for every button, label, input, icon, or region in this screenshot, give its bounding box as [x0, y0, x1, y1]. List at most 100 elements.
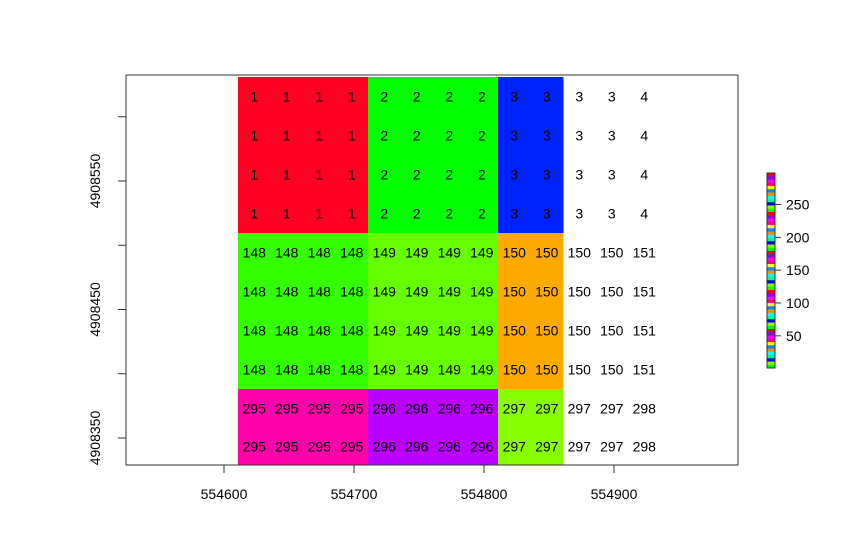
cell-value-label: 1 [283, 128, 291, 144]
cell-value-label: 149 [438, 323, 462, 339]
cell-value-label: 150 [600, 362, 624, 378]
heatmap-cell [335, 311, 369, 351]
cell-value-label: 148 [340, 362, 364, 378]
x-axis: 554600 554700 554800 554900 [201, 464, 638, 502]
legend-color-stripe [767, 182, 775, 187]
cell-value-label: 150 [535, 245, 559, 261]
cell-value-label: 150 [535, 362, 559, 378]
legend-color-stripe [767, 251, 775, 255]
legend-color-stripe [767, 296, 775, 301]
heatmap-cell [368, 272, 401, 312]
heatmap-cell [335, 77, 369, 117]
cell-value-label: 149 [438, 362, 462, 378]
cell-value-label: 148 [275, 284, 299, 300]
legend-tick-label: 250 [786, 197, 810, 213]
legend-color-stripe [767, 231, 775, 236]
cell-value-label: 296 [373, 401, 397, 417]
legend-color-stripe [767, 173, 775, 177]
heatmap-cell [335, 233, 369, 273]
heatmap-cell [270, 389, 304, 429]
heatmap-cell [530, 389, 564, 429]
legend-color-stripe [767, 195, 775, 200]
cell-value-label: 1 [315, 128, 323, 144]
cell-value-label: 3 [510, 167, 518, 183]
heatmap-cell [368, 311, 401, 351]
heatmap-cell [368, 389, 401, 429]
cell-value-label: 3 [543, 206, 551, 222]
heatmap-cell [335, 389, 369, 429]
legend-color-stripe [767, 329, 775, 333]
cell-value-label: 2 [380, 128, 388, 144]
heatmap-cell [303, 428, 336, 466]
heatmap-cell [270, 116, 304, 156]
cell-value-label: 149 [405, 245, 429, 261]
heatmap-cell [465, 272, 499, 312]
legend-color-stripe [767, 319, 775, 323]
legend-color-stripe [767, 322, 775, 327]
x-tick-label: 554900 [591, 486, 638, 502]
heatmap-cell [335, 350, 369, 390]
heatmap-cell [498, 428, 531, 466]
cell-value-label: 150 [535, 284, 559, 300]
cell-value-label: 149 [470, 245, 494, 261]
heatmap-cell [498, 194, 531, 234]
heatmap-cell [238, 77, 271, 117]
cell-value-label: 2 [380, 167, 388, 183]
heatmap-cell [465, 311, 499, 351]
cell-value-label: 150 [600, 323, 624, 339]
cell-value-label: 3 [510, 206, 518, 222]
cell-value-label: 149 [373, 245, 397, 261]
heatmap-cell [433, 233, 466, 273]
cell-value-label: 149 [405, 362, 429, 378]
cell-value-label: 297 [568, 401, 592, 417]
legend-color-stripe [767, 179, 775, 184]
cell-value-label: 150 [568, 284, 592, 300]
cell-value-label: 150 [535, 323, 559, 339]
legend-color-stripe [767, 293, 775, 297]
cell-value-label: 151 [633, 245, 657, 261]
cell-value-label: 3 [510, 128, 518, 144]
legend-color-stripe [767, 247, 775, 252]
legend-color-stripe [767, 361, 775, 366]
heatmap-cell [303, 311, 336, 351]
heatmap-cell [368, 77, 401, 117]
heatmap-cell [238, 428, 271, 466]
heatmap-cell [238, 233, 271, 273]
heatmap-cell [270, 155, 304, 195]
heatmap-cell [465, 350, 499, 390]
x-tick-label: 554700 [331, 486, 378, 502]
legend-color-stripe [767, 332, 775, 336]
heatmap-cell [465, 233, 499, 273]
legend-color-stripe [767, 260, 775, 265]
cell-value-label: 150 [503, 245, 527, 261]
heatmap-cell [400, 194, 434, 234]
heatmap-cell [400, 272, 434, 312]
cell-value-label: 149 [373, 323, 397, 339]
cell-value-label: 3 [608, 128, 616, 144]
legend-color-stripe [767, 254, 775, 258]
cell-value-label: 150 [600, 245, 624, 261]
heatmap-cell [530, 272, 564, 312]
x-tick-label: 554800 [461, 486, 508, 502]
cell-value-label: 3 [575, 89, 583, 105]
cell-value-label: 150 [568, 245, 592, 261]
legend-color-stripe [767, 277, 775, 281]
cell-value-label: 148 [275, 323, 299, 339]
cell-value-label: 1 [348, 167, 356, 183]
cell-value-label: 4 [640, 167, 648, 183]
heatmap-cell [238, 194, 271, 234]
cell-value-label: 295 [243, 401, 267, 417]
cell-value-label: 150 [503, 323, 527, 339]
heatmap-cell [530, 77, 564, 117]
cell-value-label: 1 [348, 206, 356, 222]
heatmap-cell [433, 428, 466, 466]
heatmap-cell [270, 77, 304, 117]
cell-value-label: 148 [275, 362, 299, 378]
legend-tick-label: 50 [786, 328, 802, 344]
legend-color-stripe [767, 303, 775, 307]
legend-color-stripe [767, 189, 775, 193]
legend-color-stripe [767, 238, 775, 242]
cell-value-label: 2 [445, 167, 453, 183]
cell-value-label: 297 [503, 401, 527, 417]
cell-value-label: 296 [470, 439, 494, 455]
